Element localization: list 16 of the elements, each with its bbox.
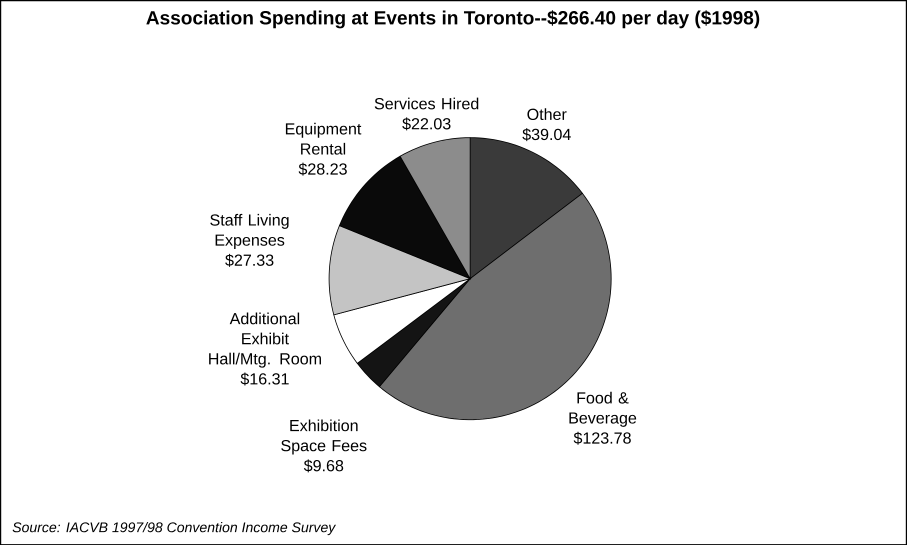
data-label: $39.04 (522, 128, 571, 141)
slice-label: Other (527, 108, 567, 120)
slice-label: Equipment Rental (286, 122, 362, 155)
source-note: Source: IACVB 1997/98 Convention Income Survey (12, 522, 336, 535)
slice-label: Exhibition Space Fees (281, 419, 366, 454)
data-label: $22.03 (402, 117, 451, 130)
data-label: $28.23 (298, 162, 347, 176)
data-label: $16.31 (240, 372, 289, 386)
slice-label: Services Hired (374, 97, 478, 110)
chart-title: Association Spending at Events in Toronto--$266.40 per day ($1998) (146, 10, 760, 28)
slice-label: Food & Beverage (569, 392, 636, 427)
slice-label: Staff Living Expenses (210, 214, 289, 249)
data-label: $27.33 (225, 254, 274, 267)
data-label: $9.68 (304, 459, 344, 472)
slice-label: Additional Exhibit Hall/Mtg. Room (209, 312, 321, 368)
data-label: $123.78 (574, 432, 631, 445)
